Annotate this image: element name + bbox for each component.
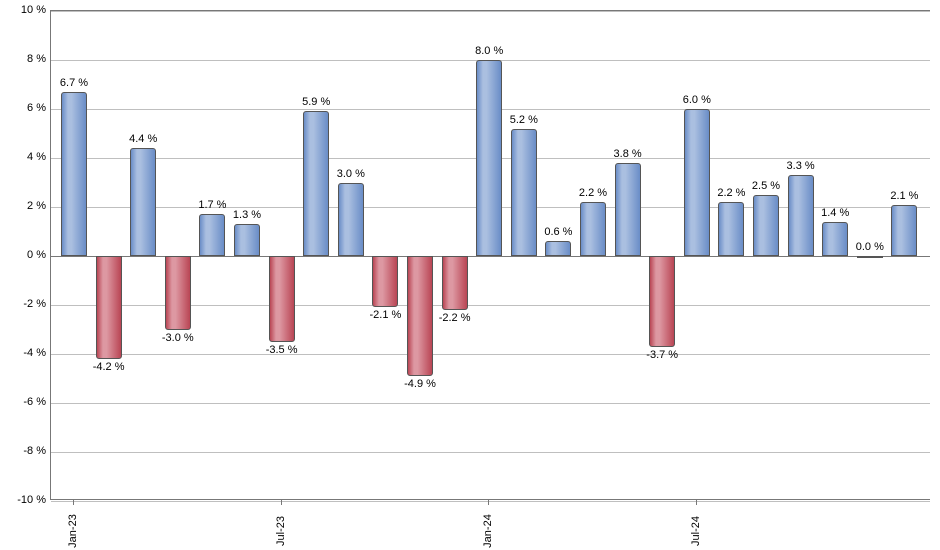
bar-body [442,256,468,310]
y-tick-label: 6 % [2,102,46,114]
bar-value-label: 2.1 % [890,190,918,202]
bar: 5.9 % [303,11,329,501]
bar-body [303,111,329,256]
bar-body [199,214,225,256]
y-tick-label: 4 % [2,151,46,163]
bar: 0.0 % [857,11,883,501]
bar-value-label: 8.0 % [475,45,503,57]
x-tick-label: Jul-23 [275,516,287,546]
bar-body [338,183,364,257]
bar-value-label: 1.4 % [821,207,849,219]
x-tick-label: Jan-23 [67,514,79,548]
bar-value-label: 1.3 % [233,209,261,221]
y-tick-label: 8 % [2,53,46,65]
bar-value-label: 2.2 % [579,187,607,199]
y-tick-label: -6 % [2,396,46,408]
bar-body [511,129,537,256]
bar-value-label: 5.9 % [302,96,330,108]
bar-value-label: -4.2 % [93,361,125,373]
bar: 6.7 % [61,11,87,501]
bar-value-label: 2.5 % [752,180,780,192]
bar: 6.0 % [684,11,710,501]
bar-body [130,148,156,256]
bar-value-label: -3.5 % [266,344,298,356]
bar: 3.0 % [338,11,364,501]
bar-body [684,109,710,256]
bar-body [407,256,433,376]
gridline [51,501,930,502]
bar: -3.7 % [649,11,675,501]
bar: 4.4 % [130,11,156,501]
bar: -2.2 % [442,11,468,501]
bar: -4.2 % [96,11,122,501]
bar-body [61,92,87,256]
monthly-percent-bar-chart: 6.7 % -4.2 % 4.4 % -3.0 % 1.7 % 1.3 % -3.5 % 5.… [0,0,940,550]
bar: 8.0 % [476,11,502,501]
y-tick-label: -10 % [2,494,46,506]
x-tick-mark [281,499,282,505]
bar-value-label: 0.6 % [544,226,572,238]
x-tick-label: Jul-24 [690,516,702,546]
bar-body [718,202,744,256]
bar-body [234,224,260,256]
y-tick-label: -2 % [2,298,46,310]
bar-body [788,175,814,256]
bar-value-label: 6.0 % [683,94,711,106]
bar-body [476,60,502,256]
bar-body [580,202,606,256]
bar-body [857,256,883,258]
bar: 2.2 % [580,11,606,501]
bar: -3.0 % [165,11,191,501]
bar: 0.6 % [545,11,571,501]
bar-value-label: 1.7 % [198,199,226,211]
bar-body [269,256,295,342]
bar: 3.8 % [615,11,641,501]
y-tick-label: 10 % [2,4,46,16]
x-tick-label: Jan-24 [482,514,494,548]
bar: 1.3 % [234,11,260,501]
bar: 2.2 % [718,11,744,501]
bar-body [891,205,917,256]
bar-value-label: 4.4 % [129,133,157,145]
bar-body [545,241,571,256]
bar: -3.5 % [269,11,295,501]
bar-value-label: 3.3 % [787,160,815,172]
bar-value-label: -2.1 % [369,309,401,321]
bar-body [372,256,398,307]
bar: 2.5 % [753,11,779,501]
x-tick-mark [696,499,697,505]
bar: 2.1 % [891,11,917,501]
x-tick-mark [488,499,489,505]
bar-body [822,222,848,256]
bar-body [615,163,641,256]
y-tick-label: -8 % [2,445,46,457]
bar-value-label: 0.0 % [856,241,884,253]
y-tick-label: 2 % [2,200,46,212]
bar-value-label: -3.0 % [162,332,194,344]
bar: 5.2 % [511,11,537,501]
bar-value-label: 6.7 % [60,77,88,89]
x-tick-mark [73,499,74,505]
bar: 1.4 % [822,11,848,501]
bar-value-label: 3.8 % [614,148,642,160]
bar: 1.7 % [199,11,225,501]
bar-value-label: 3.0 % [337,168,365,180]
bar-value-label: -4.9 % [404,378,436,390]
bar: -2.1 % [372,11,398,501]
bar-body [649,256,675,347]
bar-body [165,256,191,330]
bar-value-label: -2.2 % [439,312,471,324]
plot-area: 6.7 % -4.2 % 4.4 % -3.0 % 1.7 % 1.3 % -3.5 % 5.… [50,10,930,500]
bar: -4.9 % [407,11,433,501]
bar-body [753,195,779,256]
bar-value-label: 5.2 % [510,114,538,126]
y-tick-label: -4 % [2,347,46,359]
bar-value-label: 2.2 % [717,187,745,199]
bar-value-label: -3.7 % [646,349,678,361]
y-tick-label: 0 % [2,249,46,261]
bar-body [96,256,122,359]
bar: 3.3 % [788,11,814,501]
